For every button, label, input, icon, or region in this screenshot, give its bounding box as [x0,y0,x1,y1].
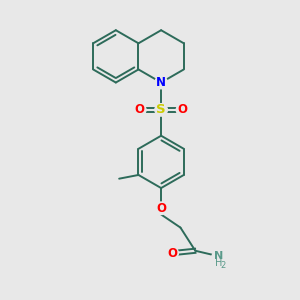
Circle shape [176,103,189,116]
Circle shape [166,247,178,260]
Text: 2: 2 [220,261,226,270]
Circle shape [134,103,146,116]
Circle shape [155,76,167,89]
Text: H: H [214,258,222,268]
Text: S: S [156,103,166,116]
Circle shape [212,249,231,268]
Text: O: O [167,247,177,260]
Circle shape [155,202,167,214]
Text: O: O [135,103,145,116]
Circle shape [155,103,167,116]
Text: O: O [156,202,166,215]
Text: O: O [178,103,188,116]
Text: N: N [214,250,223,260]
Text: N: N [156,76,166,89]
